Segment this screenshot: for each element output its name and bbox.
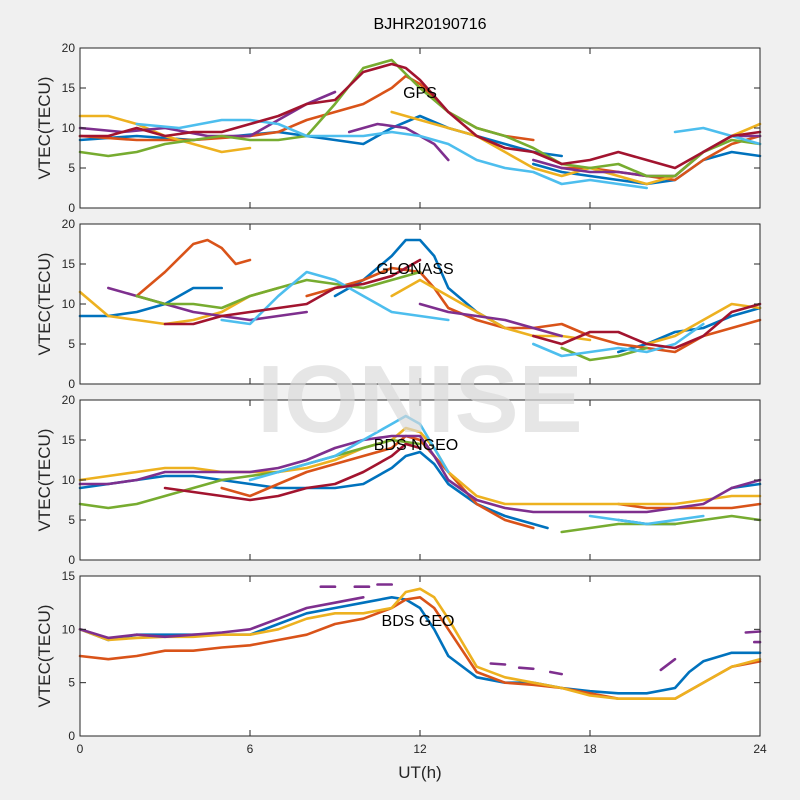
series-line — [248, 414, 450, 482]
series-line — [517, 666, 535, 671]
subplot-2: 0 5 10 15 20 VTEC(TECU) BDS NGEO — [35, 393, 762, 567]
y-tick-label: 10 — [62, 297, 76, 311]
x-tick-label: 12 — [413, 742, 427, 756]
series-line — [78, 434, 762, 514]
series-line — [78, 587, 762, 700]
y-tick-label: 5 — [68, 513, 75, 527]
x-tick-label: 24 — [753, 742, 767, 756]
y-tick-label: 15 — [62, 81, 76, 95]
series-line — [673, 126, 762, 146]
figure-title: BJHR20190716 — [374, 16, 487, 33]
subplot-1: 0 5 10 15 20 VTEC(TECU) GLONASS — [35, 217, 762, 391]
series-line — [617, 306, 762, 354]
y-tick-label: 5 — [68, 337, 75, 351]
y-tick-label: 15 — [62, 433, 76, 447]
x-axis-label: UT(h) — [398, 763, 441, 782]
series-line — [744, 630, 762, 634]
series-line — [135, 238, 252, 298]
series-line — [418, 302, 563, 338]
y-axis-label: VTEC(TECU) — [35, 77, 54, 180]
y-tick-label: 15 — [62, 257, 76, 271]
y-axis-label: VTEC(TECU) — [35, 429, 54, 532]
series-line — [560, 514, 762, 534]
y-tick-label: 0 — [68, 201, 75, 215]
subplot-3: 0 5 10 15 0 6 12 18 24 VTEC(TECU) BDS GEO — [35, 569, 767, 756]
y-tick-label: 0 — [68, 553, 75, 567]
y-tick-label: 20 — [62, 217, 76, 231]
series-line — [78, 58, 563, 166]
series-line — [135, 270, 422, 310]
series-line — [617, 502, 762, 510]
series-line — [78, 450, 549, 530]
series-line — [78, 286, 223, 318]
y-tick-label: 0 — [68, 377, 75, 391]
panel-label: GPS — [403, 85, 437, 102]
x-tick-label: 0 — [77, 742, 84, 756]
y-tick-label: 10 — [62, 473, 76, 487]
series-line — [78, 62, 762, 170]
series-line — [645, 302, 762, 346]
watermark: IONISE — [257, 346, 582, 453]
y-tick-label: 0 — [68, 729, 75, 743]
plot-area — [80, 576, 760, 736]
y-tick-label: 15 — [62, 569, 76, 583]
y-tick-label: 20 — [62, 41, 76, 55]
series-line — [163, 442, 422, 502]
panel-label: BDS NGEO — [374, 437, 458, 454]
series-line — [489, 662, 507, 666]
y-tick-label: 5 — [68, 676, 75, 690]
subplot-0: 0 5 10 15 20 VTEC(TECU) GPS — [35, 41, 762, 215]
panel-label: BDS GEO — [382, 613, 455, 630]
series-line — [220, 434, 535, 530]
plot-area — [80, 400, 760, 560]
series-line — [135, 118, 648, 190]
y-tick-label: 10 — [62, 622, 76, 636]
x-tick-label: 18 — [583, 742, 597, 756]
series-line — [305, 266, 762, 354]
series-line — [78, 426, 762, 506]
x-tick-label: 6 — [247, 742, 254, 756]
y-tick-label: 5 — [68, 161, 75, 175]
series-line — [78, 438, 422, 510]
series-line — [560, 138, 762, 178]
series-line — [333, 238, 507, 330]
y-axis-label: VTEC(TECU) — [35, 605, 54, 708]
y-tick-label: 20 — [62, 393, 76, 407]
y-axis-label: VTEC(TECU) — [35, 253, 54, 356]
series-line — [588, 514, 705, 526]
series-line — [532, 322, 705, 358]
series-line — [659, 657, 677, 672]
panel-label: GLONASS — [376, 261, 453, 278]
series-line — [532, 302, 762, 350]
series-line — [163, 258, 422, 326]
subplots: 0 5 10 15 20 VTEC(TECU) GPS 0 5 10 15 20 VTEC(TECU) G… — [35, 41, 767, 756]
series-line — [347, 122, 450, 162]
series-line — [220, 270, 450, 326]
y-tick-label: 10 — [62, 121, 76, 135]
series-line — [78, 596, 365, 640]
plot-area — [80, 48, 760, 208]
series-line — [549, 670, 563, 676]
